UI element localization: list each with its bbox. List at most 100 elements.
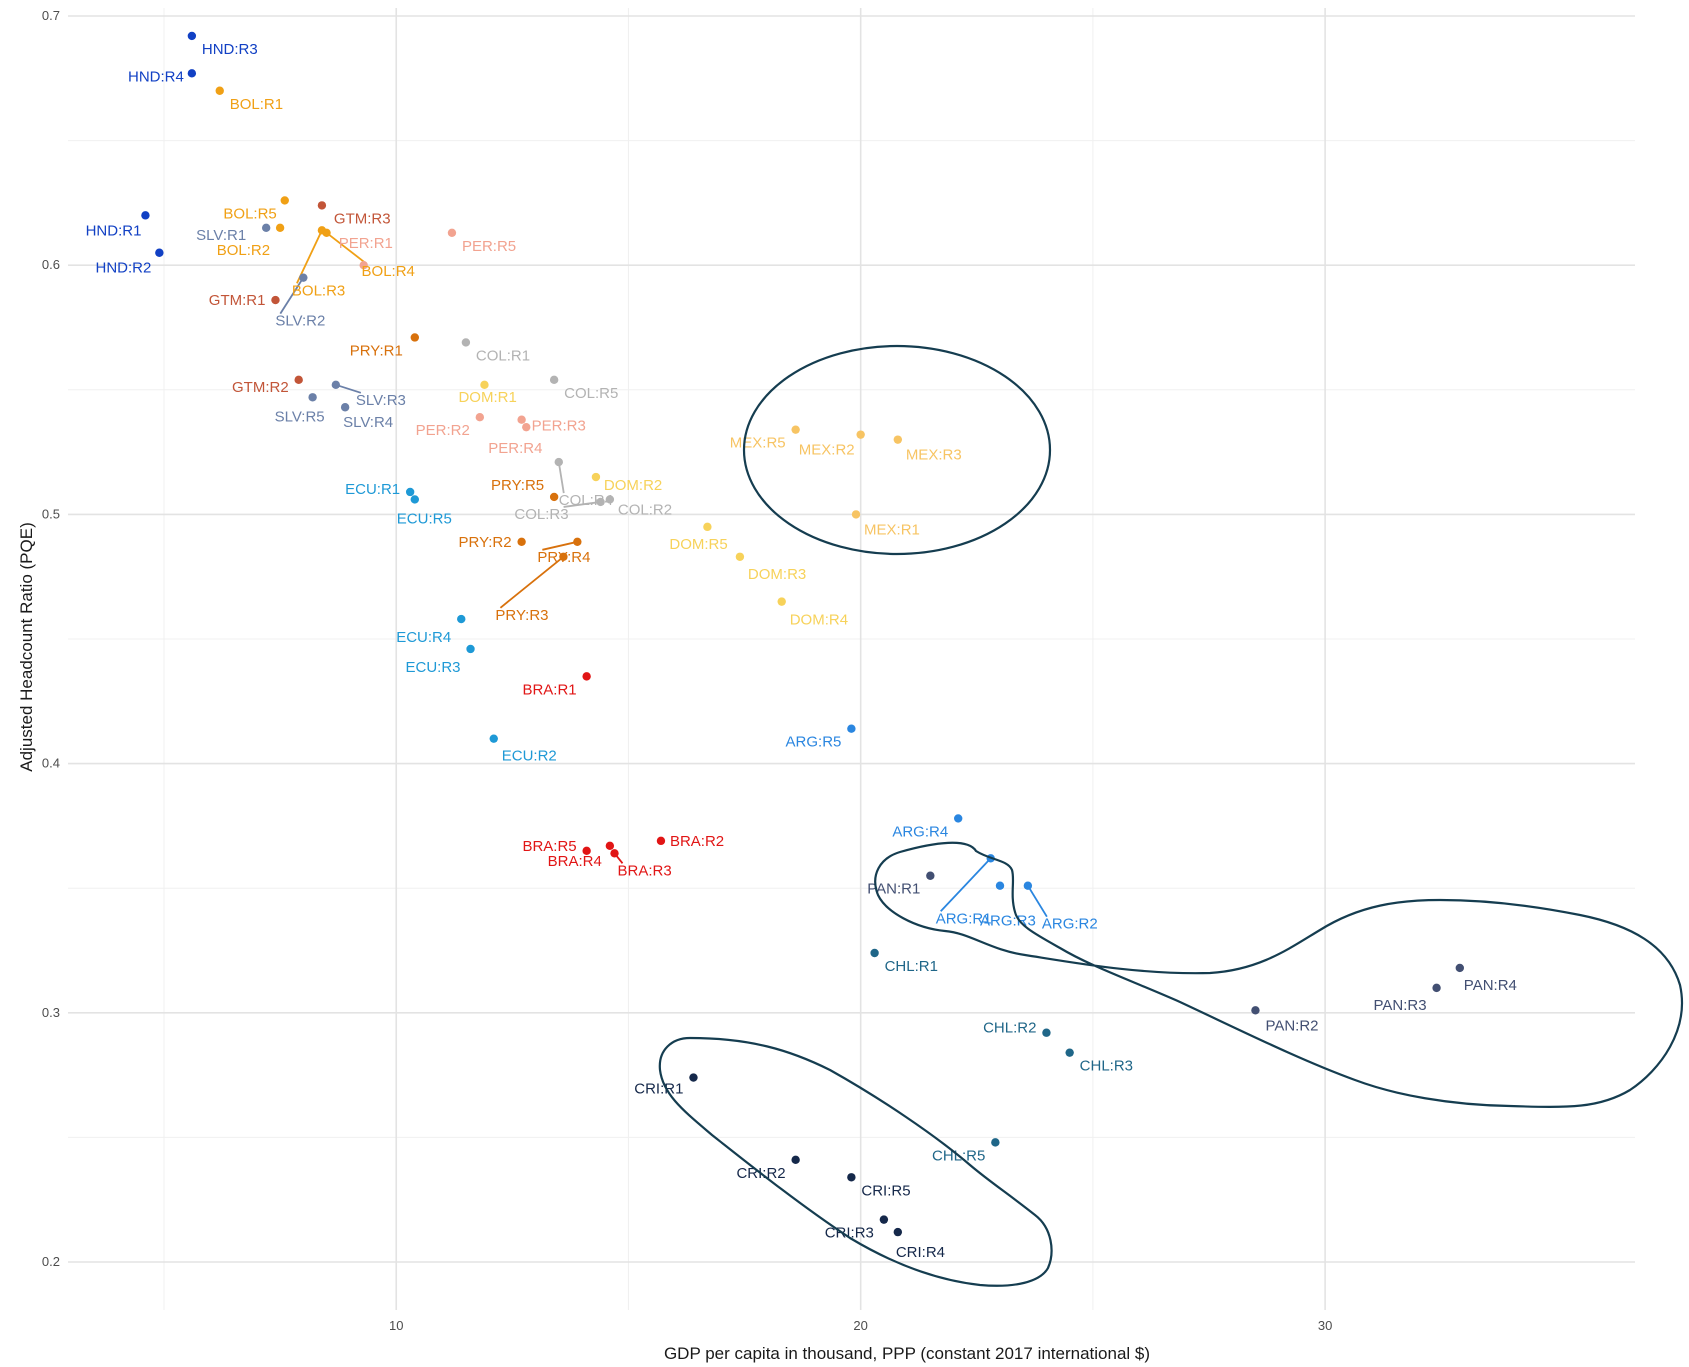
label-mex-r1: MEX:R1 — [864, 521, 920, 538]
point-pry-r5 — [549, 492, 559, 502]
point-slv-r5 — [308, 393, 317, 402]
data-points — [141, 31, 1465, 1237]
point-slv-r4 — [340, 403, 350, 412]
y-tick-label: 0.6 — [42, 257, 60, 272]
point-cri-r1 — [689, 1073, 698, 1082]
label-dom-r1: DOM:R1 — [458, 389, 516, 406]
x-axis-ticks: 10 20 30 — [389, 1318, 1332, 1333]
point-ecu-r2 — [489, 734, 498, 743]
point-cri-r4 — [893, 1227, 903, 1237]
label-cri-r5: CRI:R5 — [861, 1182, 910, 1199]
label-slv-r1: SLV:R1 — [196, 227, 246, 244]
label-arg-r4: ARG:R4 — [892, 823, 948, 840]
point-mex-r1 — [851, 510, 861, 519]
label-pan-r4: PAN:R4 — [1464, 977, 1517, 994]
point-col-r3 — [596, 497, 605, 507]
hand-drawn-outlines — [658, 344, 1683, 1287]
point-ecu-r5 — [410, 495, 419, 504]
point-bol-r1 — [215, 86, 224, 95]
point-chl-r3 — [1065, 1048, 1074, 1057]
label-ecu-r4: ECU:R4 — [396, 629, 451, 646]
point-per-r1 — [359, 261, 368, 270]
point-slv-r2 — [299, 273, 308, 282]
leader-col-r4 — [557, 461, 565, 494]
label-ecu-r5: ECU:R5 — [397, 510, 452, 527]
point-bol-r5 — [280, 196, 289, 205]
point-gtm-r3 — [317, 201, 327, 210]
label-col-r1: COL:R1 — [476, 347, 530, 364]
point-slv-r1 — [261, 223, 271, 233]
label-mex-r3: MEX:R3 — [906, 447, 962, 464]
point-gtm-r2 — [294, 375, 303, 385]
label-bra-r4: BRA:R4 — [548, 853, 602, 870]
label-pry-r4: PRY:R4 — [537, 549, 590, 566]
label-pan-r1: PAN:R1 — [867, 881, 920, 898]
point-bol-r4 — [322, 228, 331, 238]
label-per-r5: PER:R5 — [462, 238, 516, 255]
label-chl-r1: CHL:R1 — [885, 958, 938, 975]
leader-bol-r4 — [326, 232, 368, 265]
point-arg-r5 — [847, 724, 856, 733]
point-dom-r3 — [735, 552, 745, 561]
point-cri-r3 — [879, 1215, 889, 1224]
point-ecu-r3 — [466, 644, 475, 654]
label-hnd-r1: HND:R1 — [86, 222, 142, 239]
y-tick-label: 0.5 — [42, 506, 60, 521]
y-tick-label: 0.2 — [42, 1254, 60, 1269]
label-col-r3: COL:R3 — [514, 506, 568, 523]
label-cri-r3: CRI:R3 — [825, 1225, 874, 1242]
point-chl-r5 — [991, 1138, 1000, 1147]
label-mex-r5: MEX:R5 — [730, 435, 786, 452]
point-chl-r1 — [870, 948, 879, 958]
x-tick-label: 30 — [1318, 1318, 1332, 1333]
y-tick-label: 0.4 — [42, 756, 60, 771]
point-hnd-r2 — [155, 248, 164, 257]
label-pry-r2: PRY:R2 — [459, 534, 512, 551]
label-arg-r5: ARG:R5 — [786, 734, 842, 751]
point-ecu-r1 — [405, 487, 415, 497]
point-bra-r5 — [582, 846, 591, 856]
point-bra-r4 — [605, 841, 615, 851]
point-col-r1 — [461, 338, 471, 347]
point-per-r2 — [475, 413, 485, 422]
pan-arg-outline — [874, 841, 1683, 1108]
label-cri-r1: CRI:R1 — [634, 1081, 683, 1098]
label-bol-r1: BOL:R1 — [230, 96, 283, 113]
point-pan-r2 — [1251, 1006, 1260, 1015]
label-ecu-r3: ECU:R3 — [406, 659, 461, 676]
label-bra-r1: BRA:R1 — [522, 681, 576, 698]
label-slv-r5: SLV:R5 — [275, 408, 325, 425]
label-arg-r1: ARG:R1 — [936, 910, 992, 927]
label-bol-r5: BOL:R5 — [223, 205, 276, 222]
point-gtm-r1 — [271, 295, 280, 305]
label-gtm-r2: GTM:R2 — [232, 379, 289, 396]
point-hnd-r3 — [187, 31, 197, 41]
point-dom-r1 — [480, 380, 489, 390]
point-mex-r3 — [893, 435, 903, 444]
label-ecu-r1: ECU:R1 — [345, 481, 400, 498]
data-labels: HND:R3 HND:R4 HND:R1 HND:R2 BOL:R1 BOL:R5 BOL:… — [86, 41, 1517, 1261]
point-chl-r2 — [1042, 1028, 1051, 1037]
point-pry-r1 — [410, 333, 419, 342]
label-bra-r2: BRA:R2 — [670, 833, 724, 850]
label-pan-r2: PAN:R2 — [1265, 1017, 1318, 1034]
label-col-r4: COL:R4 — [559, 492, 613, 509]
label-per-r2: PER:R2 — [416, 422, 470, 439]
leader-arg-r2 — [1027, 885, 1048, 918]
label-bol-r2: BOL:R2 — [217, 242, 270, 259]
point-pry-r2 — [517, 537, 526, 547]
label-leader-lines — [279, 229, 1048, 918]
label-dom-r3: DOM:R3 — [748, 566, 806, 583]
point-ecu-r4 — [457, 614, 466, 624]
point-col-r5 — [549, 375, 559, 385]
label-pry-r5: PRY:R5 — [491, 477, 544, 494]
cri-outline — [658, 1036, 1053, 1287]
leader-arg-r1 — [940, 857, 992, 912]
leader-pry-r3 — [499, 556, 564, 609]
label-pry-r3: PRY:R3 — [495, 607, 548, 624]
label-arg-r3: ARG:R3 — [980, 913, 1036, 930]
label-hnd-r3: HND:R3 — [202, 41, 258, 58]
point-bra-r2 — [656, 836, 666, 846]
leader-slv-r3 — [335, 383, 362, 394]
label-per-r4: PER:R4 — [488, 440, 542, 457]
